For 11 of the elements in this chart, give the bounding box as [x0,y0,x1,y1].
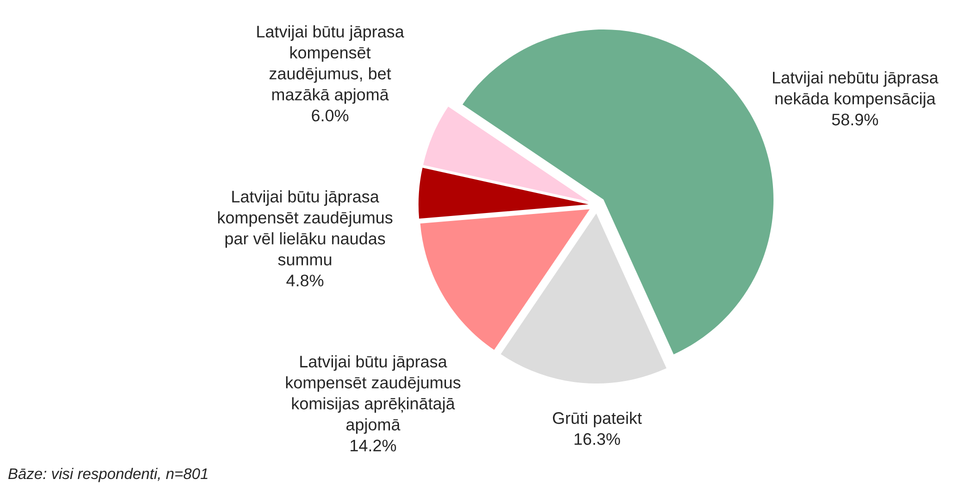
slice-label: Latvijai būtu jāprasa kompensēt zaudējumus komisijas aprēķinātajā apjomā [286,355,460,434]
data-label: 58.9% [832,114,878,126]
data-label: 16.3% [574,433,620,445]
data-label: 14.2% [350,440,396,452]
slice-label: Latvijai būtu jāprasa kompensēt zaudējumus, bet mazākā apjomā [257,25,404,104]
slice-label: Grūti pateikt [552,412,642,428]
slice-label: Latvijai būtu jāprasa kompensēt zaudējumus par vēl lielāku naudas summu [218,190,392,266]
slice-label: Latvijai nebūtu jāprasa nekāda kompensācija [772,71,938,108]
data-label: 4.8% [286,274,324,286]
text: Bāze: visi respondenti, n=801 [8,468,208,482]
data-label: 6.0% [312,110,348,122]
